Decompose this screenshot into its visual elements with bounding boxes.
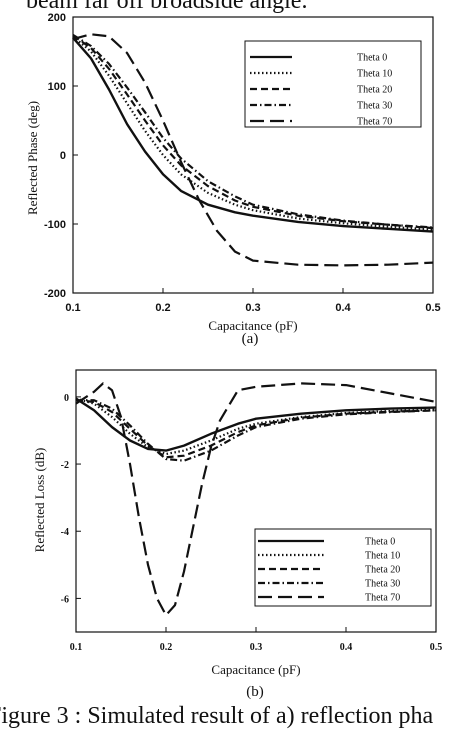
legend-label: Theta 0	[365, 537, 395, 548]
legend-label: Theta 20	[365, 565, 400, 576]
legend-label: Theta 70	[357, 117, 392, 128]
series-group-a	[72, 33, 434, 267]
x-tick-label: 0.3	[250, 642, 263, 653]
series-line-theta-10	[75, 397, 437, 456]
y-tick-label: 100	[48, 81, 66, 93]
y-axis-title-b: Reflected Loss (dB)	[32, 448, 47, 553]
chart-panel-a: 200 100 0 -100 -200 0.1 0.2 0.3 0.4 0.5 Capacita…	[25, 12, 441, 347]
legend-box-b	[254, 528, 432, 607]
x-axis-b: 0.1 0.2 0.3 0.4 0.5	[70, 627, 443, 653]
series-group-b	[75, 382, 437, 617]
x-tick-label: 0.2	[155, 302, 170, 314]
series-line-theta-10	[72, 35, 434, 231]
x-axis-title-b: Capacitance (pF)	[211, 662, 300, 677]
legend-a: Theta 0 Theta 10 Theta 20 Theta 30 Theta 70	[244, 40, 422, 128]
series-line-theta-30	[76, 399, 437, 462]
panel-label-b: (b)	[246, 684, 264, 700]
bottom-caption: Figure 3 : Simulated result of a) reflec…	[0, 703, 434, 729]
series-line-theta-70	[75, 382, 437, 617]
y-tick-label: -200	[44, 288, 66, 300]
x-axis-a: 0.1 0.2 0.3 0.4 0.5	[65, 288, 441, 314]
chart-panel-b: 0 -2 -4 -6 0.1 0.2 0.3 0.4 0.5 Capacitance (pF)…	[32, 369, 443, 700]
x-tick-label: 0.5	[430, 642, 443, 653]
legend-label: Theta 70	[365, 593, 400, 604]
x-tick-label: 0.1	[65, 302, 80, 314]
series-line-theta-30	[72, 33, 434, 229]
series-line-theta-0	[75, 397, 437, 452]
top-caption: beam far off broadside angle.	[26, 0, 308, 14]
legend-label: Theta 10	[365, 551, 400, 562]
legend-label: Theta 0	[357, 53, 387, 64]
x-tick-label: 0.2	[160, 642, 173, 653]
x-tick-label: 0.4	[335, 302, 351, 314]
legend-label: Theta 30	[365, 579, 400, 590]
panel-label-a: (a)	[242, 331, 259, 347]
y-tick-label: 200	[48, 12, 66, 24]
y-axis-a: 200 100 0 -100 -200	[44, 12, 78, 300]
x-tick-label: 0.5	[425, 302, 440, 314]
x-tick-label: 0.1	[70, 642, 83, 653]
series-line-theta-70	[72, 33, 434, 267]
y-tick-label: -6	[61, 594, 69, 605]
series-line-theta-0	[72, 36, 434, 233]
y-tick-label: -4	[61, 527, 69, 538]
legend-label: Theta 10	[357, 69, 392, 80]
y-axis-title-a: Reflected Phase (deg)	[25, 101, 40, 215]
y-tick-label: 0	[60, 150, 66, 162]
y-axis-b: 0 -2 -4 -6	[61, 393, 81, 605]
legend-b: Theta 0 Theta 10 Theta 20 Theta 30 Theta 70	[254, 528, 432, 607]
y-tick-label: 0	[64, 393, 69, 404]
legend-box-a	[244, 40, 422, 128]
legend-label: Theta 30	[357, 101, 392, 112]
y-tick-label: -100	[44, 219, 66, 231]
x-tick-label: 0.4	[340, 642, 353, 653]
x-axis-title-a: Capacitance (pF)	[208, 318, 297, 333]
x-tick-label: 0.3	[245, 302, 260, 314]
y-tick-label: -2	[61, 460, 69, 471]
legend-label: Theta 20	[357, 85, 392, 96]
